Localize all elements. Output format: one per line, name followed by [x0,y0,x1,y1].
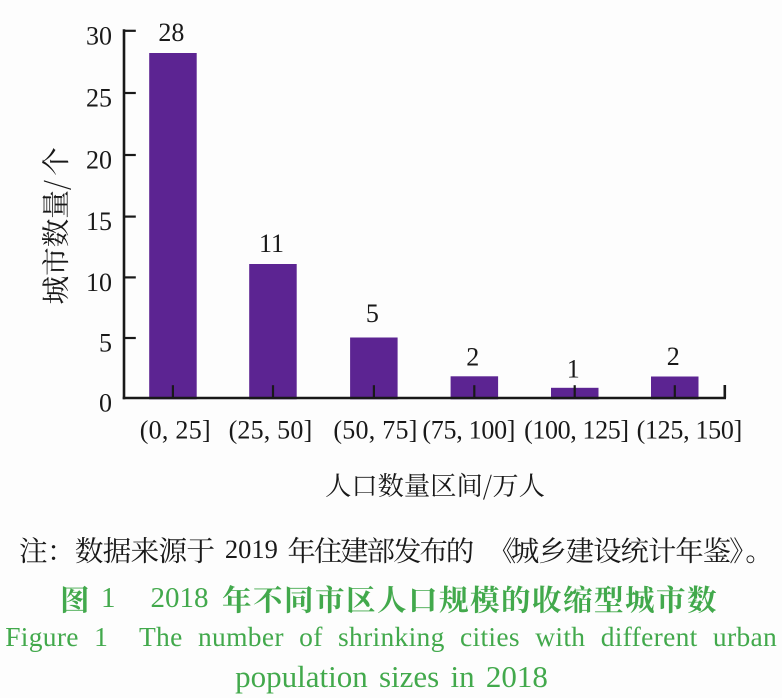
svg-text:20: 20 [86,146,112,175]
svg-text:5: 5 [366,299,379,328]
svg-text:1: 1 [101,582,116,614]
svg-text:2019: 2019 [225,534,278,564]
svg-text:Figure 1 The number of shrink: Figure 1 The number of shrinking cities … [5,621,777,652]
svg-text:15: 15 [86,207,112,236]
svg-text:10: 10 [86,268,112,297]
svg-text:2: 2 [667,342,680,371]
svg-text:25: 25 [86,84,112,113]
svg-text:2018: 2018 [151,582,209,614]
svg-text:30: 30 [86,21,112,50]
svg-text:(50, 75]: (50, 75] [333,416,417,445]
svg-text:(100, 125]: (100, 125] [524,416,629,445]
svg-text:28: 28 [158,18,184,47]
svg-text:(25, 50]: (25, 50] [229,416,313,445]
svg-text:(0, 25]: (0, 25] [140,416,211,445]
svg-text:1: 1 [567,355,580,384]
svg-text:5: 5 [99,329,112,358]
svg-text:(125, 150]: (125, 150] [637,416,742,445]
svg-text:0: 0 [99,389,112,418]
svg-text:2: 2 [466,343,479,372]
svg-text:11: 11 [259,229,284,258]
svg-text:(75, 100]: (75, 100] [422,416,515,445]
svg-text:population sizes in 2018: population sizes in 2018 [235,659,548,694]
